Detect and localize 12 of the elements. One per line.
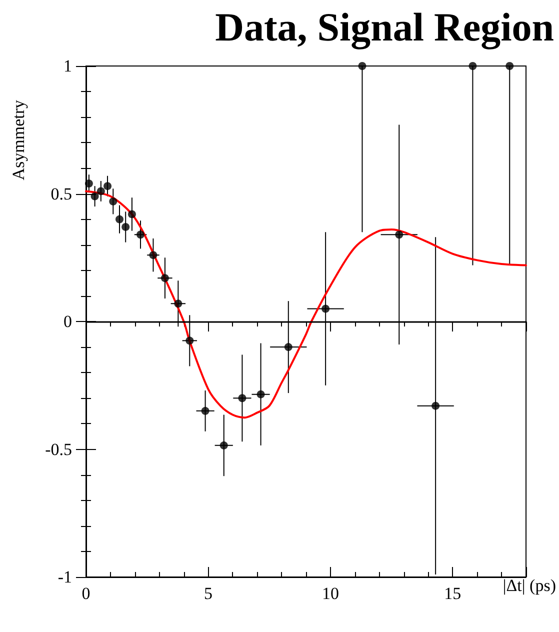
y-tick-label: -0.5 (45, 440, 72, 459)
y-tick-label: 0 (64, 312, 72, 331)
chart-title: Data, Signal Region (215, 4, 554, 50)
y-tick-label: -1 (58, 568, 72, 586)
x-axis-title: |Δt| (ps) (502, 576, 556, 595)
x-tick-label: 15 (444, 584, 462, 603)
y-tick-label: 1 (64, 56, 72, 76)
x-tick-label: 0 (82, 584, 90, 603)
y-axis-title: Asymmetry (9, 100, 28, 180)
x-tick-label: 10 (322, 584, 339, 603)
y-tick-label: 0.5 (50, 184, 72, 204)
x-tick-label: 5 (204, 584, 212, 603)
